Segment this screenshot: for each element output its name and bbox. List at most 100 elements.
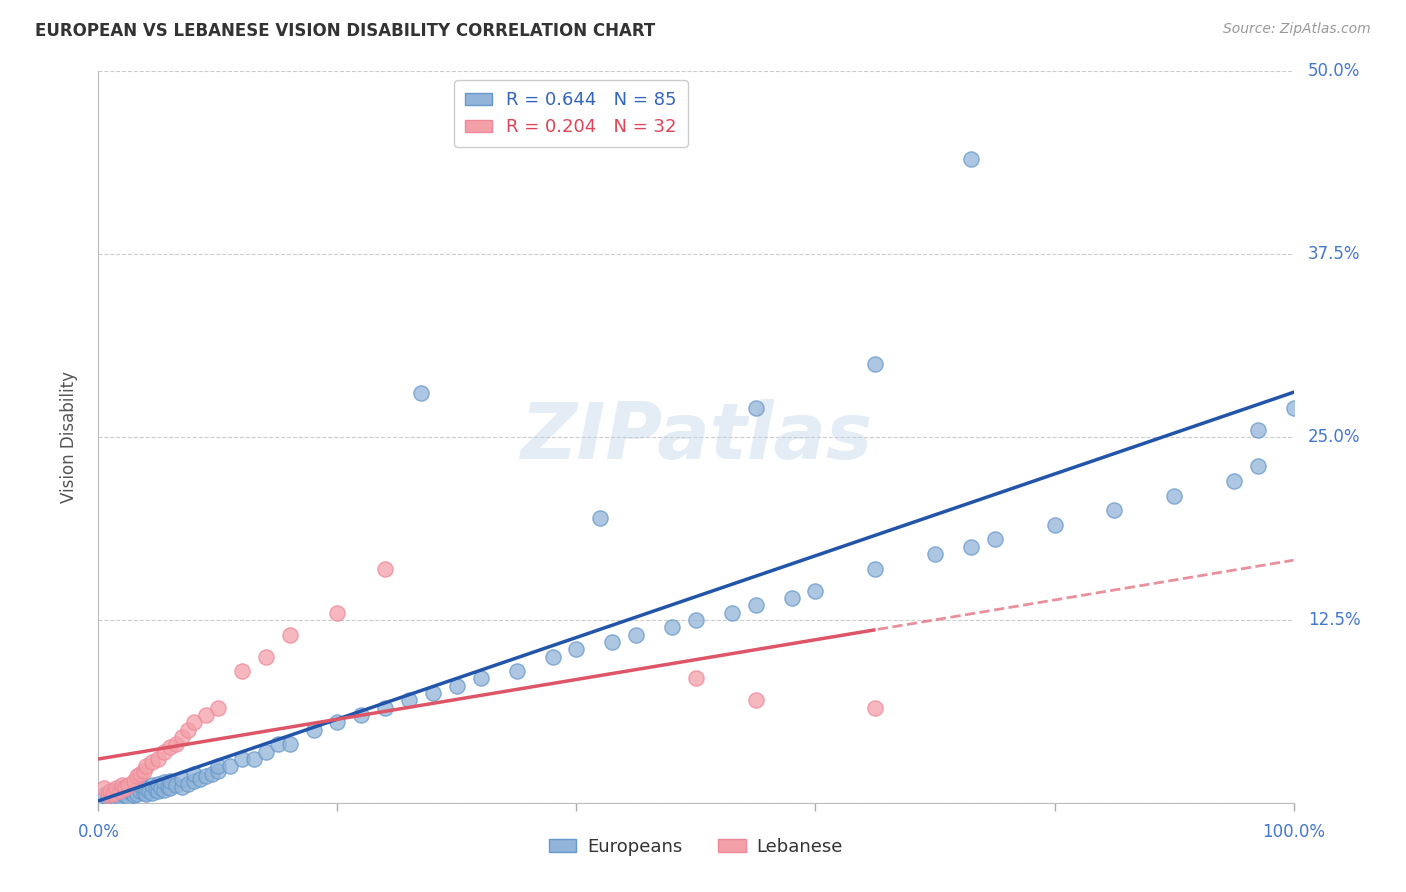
Point [125,769,148,783]
Point [589,510,612,524]
Point [1223,474,1246,488]
Point [685,672,707,686]
Text: 0.0%: 0.0% [77,823,120,841]
Point [114,781,136,796]
Point [1247,459,1270,474]
Point [177,777,200,791]
Point [149,781,172,796]
Point [121,786,143,800]
Point [780,591,803,605]
Point [153,782,176,797]
Point [111,787,134,801]
Point [132,786,155,800]
Point [148,752,170,766]
Point [159,781,181,796]
Point [97,789,120,803]
Point [207,700,229,714]
Point [117,778,139,792]
Point [111,781,134,796]
Point [243,752,266,766]
Point [470,672,492,686]
Point [745,401,768,415]
Point [129,778,152,792]
Point [148,777,170,791]
Point [195,769,218,783]
Text: 12.5%: 12.5% [1308,611,1361,629]
Point [153,745,176,759]
Point [207,764,229,778]
Point [165,778,187,792]
Point [865,700,887,714]
Point [207,759,229,773]
Point [105,787,128,801]
Text: 100.0%: 100.0% [1263,823,1324,841]
Point [865,357,887,371]
Point [302,723,325,737]
Text: ZIPatlas: ZIPatlas [520,399,872,475]
Point [446,679,468,693]
Text: 50.0%: 50.0% [1308,62,1360,80]
Point [374,700,396,714]
Point [159,740,181,755]
Point [129,784,152,798]
Point [1247,423,1270,437]
Point [108,789,131,804]
Point [138,784,160,798]
Point [267,737,290,751]
Text: 37.5%: 37.5% [1308,245,1361,263]
Point [1043,517,1066,532]
Point [374,562,396,576]
Point [231,752,253,766]
Point [411,386,433,401]
Point [101,784,124,798]
Point [326,715,349,730]
Point [135,787,157,801]
Point [172,730,194,744]
Point [124,782,146,797]
Point [148,784,170,798]
Point [195,708,218,723]
Point [960,540,983,554]
Point [1104,503,1126,517]
Point [254,745,277,759]
Point [98,789,122,803]
Point [278,627,301,641]
Point [626,627,648,641]
Point [201,766,224,780]
Point [105,781,128,796]
Point [541,649,564,664]
Point [93,789,115,803]
Point [124,789,146,803]
Point [721,606,744,620]
Point [326,606,349,620]
Point [105,791,128,805]
Legend: Europeans, Lebanese: Europeans, Lebanese [541,830,851,863]
Point [111,778,134,792]
Point [97,791,120,805]
Point [984,533,1007,547]
Point [132,764,155,778]
Point [398,693,420,707]
Point [141,786,163,800]
Point [165,737,187,751]
Point [602,635,624,649]
Point [141,778,163,792]
Point [924,547,946,561]
Point [183,773,205,788]
Point [93,781,115,796]
Point [254,649,277,664]
Text: EUROPEAN VS LEBANESE VISION DISABILITY CORRELATION CHART: EUROPEAN VS LEBANESE VISION DISABILITY C… [35,22,655,40]
Point [422,686,444,700]
Point [172,780,194,794]
Point [153,775,176,789]
Point [145,782,167,797]
Point [183,766,205,780]
Point [745,693,768,707]
Point [745,599,768,613]
Point [1163,489,1185,503]
Point [865,562,887,576]
Point [125,787,148,801]
Point [129,766,152,780]
Point [960,152,983,166]
Point [188,772,211,787]
